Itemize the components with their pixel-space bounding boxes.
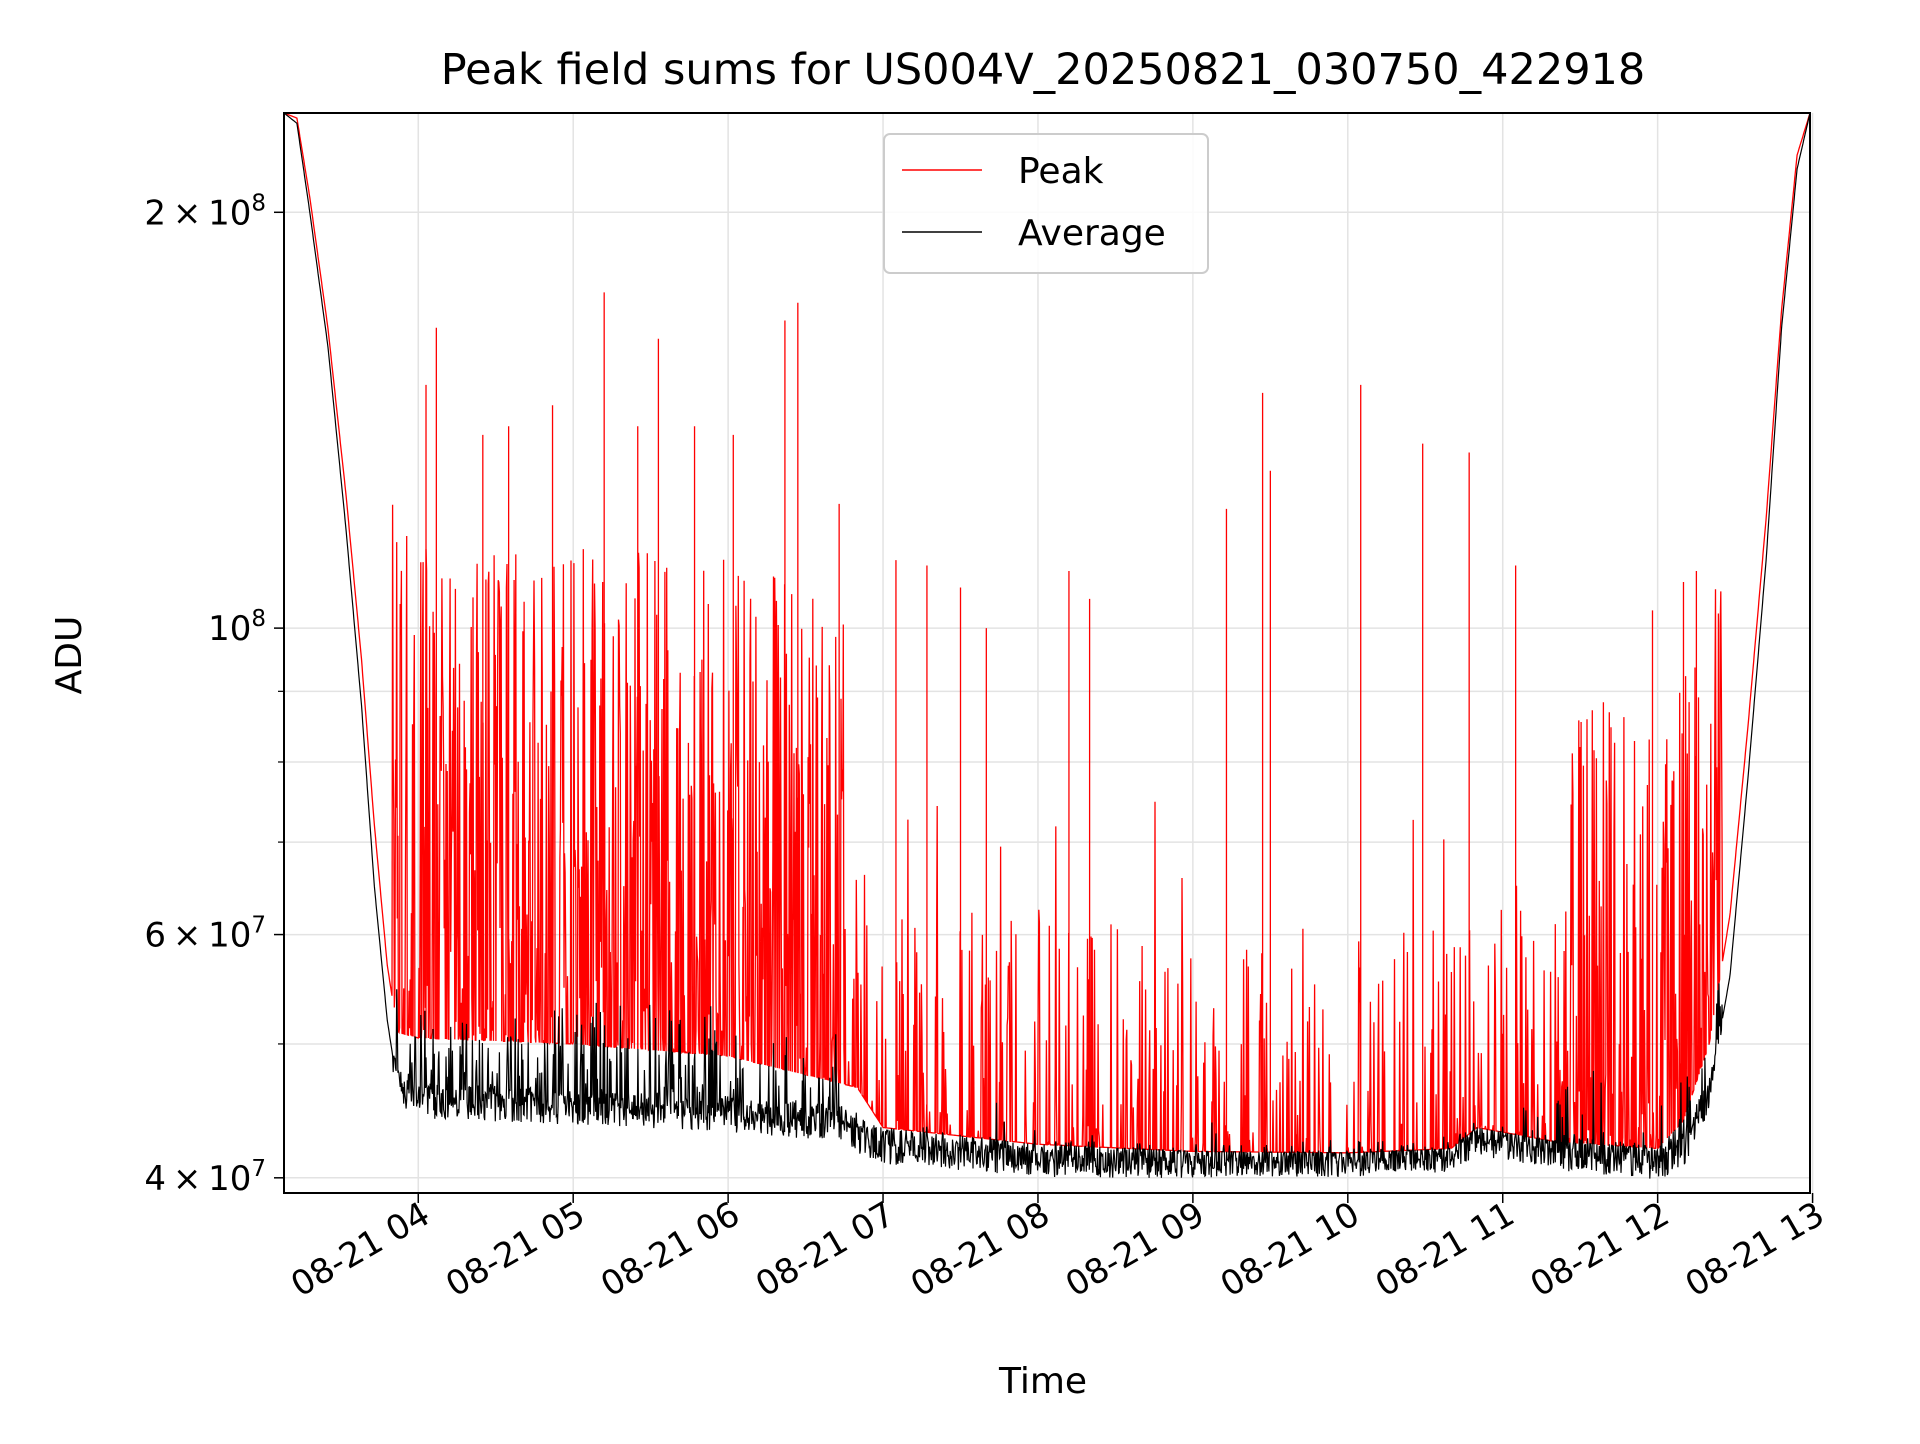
y-tick-label: 108	[208, 606, 266, 649]
chart-title: Peak field sums for US004V_20250821_0307…	[441, 45, 1646, 95]
legend: Peak Average	[883, 133, 1209, 274]
legend-box	[883, 133, 1209, 274]
peak-series-line	[284, 113, 1810, 1154]
y-axis-label: ADU	[49, 616, 90, 695]
axes-frame	[283, 112, 1811, 1194]
legend-peak-label: Peak	[1018, 151, 1104, 192]
x-axis-label: Time	[998, 1361, 1087, 1402]
y-tick-label: 2 × 108	[144, 190, 266, 233]
plot-area	[284, 113, 1810, 1179]
y-tick-label: 4 × 107	[144, 1156, 266, 1199]
y-tick-label: 6 × 107	[144, 913, 266, 956]
average-series-line	[284, 113, 1810, 1179]
legend-average-label: Average	[1018, 213, 1166, 254]
